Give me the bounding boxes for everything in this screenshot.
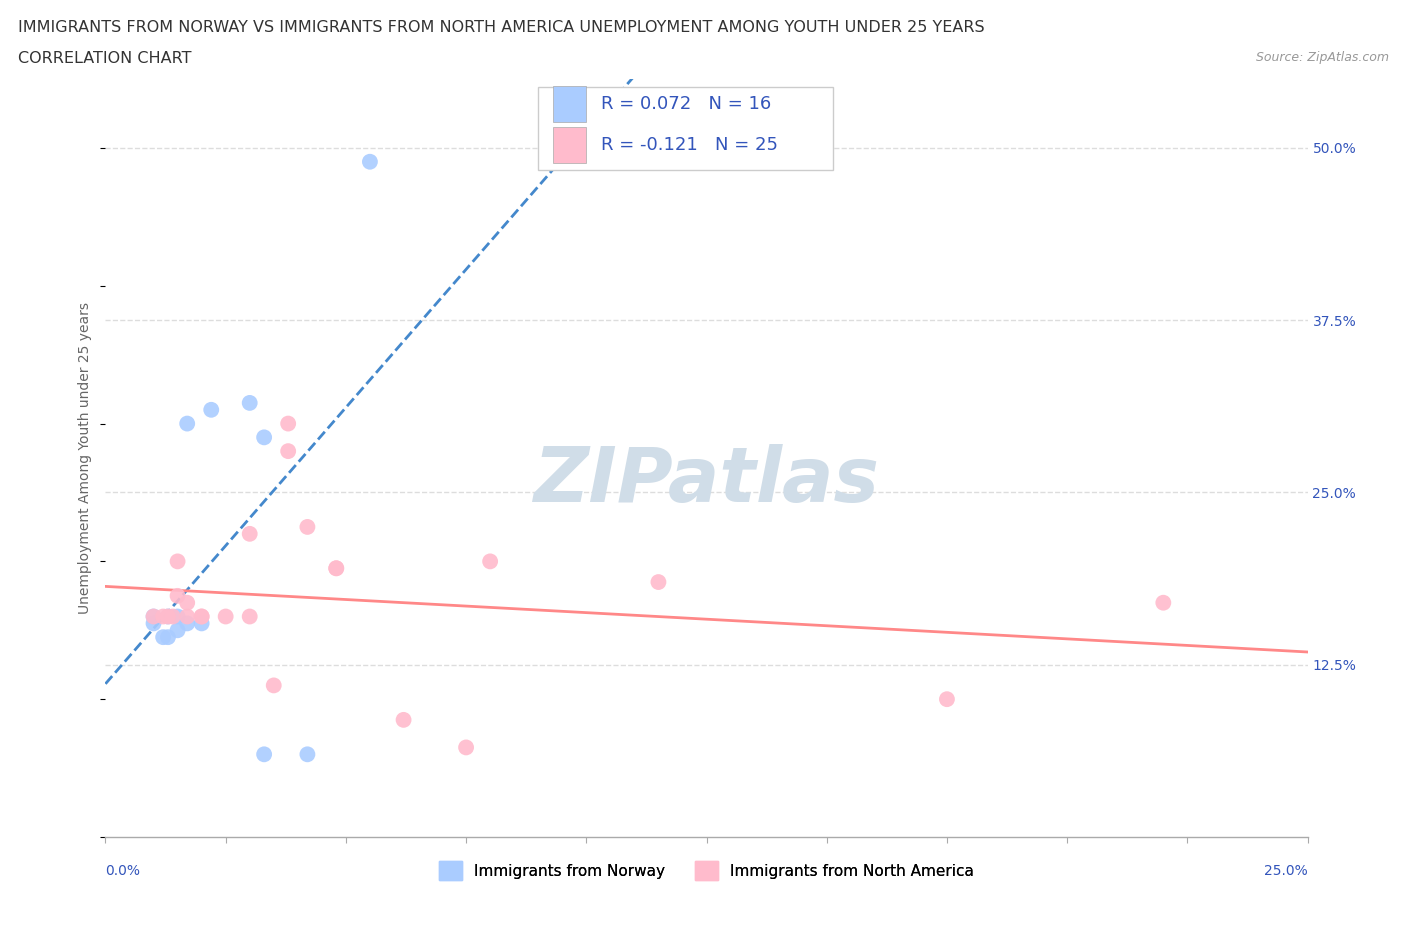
Point [263, 678, 285, 693]
FancyBboxPatch shape [538, 86, 832, 170]
Point [166, 609, 188, 624]
Bar [553, 86, 586, 123]
Point [325, 561, 347, 576]
Point [239, 395, 262, 410]
Point [142, 609, 165, 624]
Point [162, 609, 184, 624]
Legend: Immigrants from Norway, Immigrants from North America: Immigrants from Norway, Immigrants from … [433, 856, 980, 886]
Point [239, 526, 262, 541]
Text: IMMIGRANTS FROM NORWAY VS IMMIGRANTS FROM NORTH AMERICA UNEMPLOYMENT AMONG YOUTH: IMMIGRANTS FROM NORWAY VS IMMIGRANTS FRO… [18, 20, 984, 35]
Text: 0.0%: 0.0% [105, 864, 141, 878]
Point [214, 609, 236, 624]
Y-axis label: Unemployment Among Youth under 25 years: Unemployment Among Youth under 25 years [79, 302, 93, 614]
Point [190, 616, 212, 631]
Point [253, 430, 276, 445]
Point [156, 609, 179, 624]
Text: CORRELATION CHART: CORRELATION CHART [18, 51, 191, 66]
Point [277, 416, 299, 431]
Point [392, 712, 415, 727]
Point [239, 609, 262, 624]
Point [152, 630, 174, 644]
Point [156, 630, 179, 644]
Point [152, 609, 174, 624]
Point [166, 623, 188, 638]
Point [156, 609, 179, 624]
Point [297, 747, 319, 762]
Bar [553, 127, 586, 164]
Text: Source: ZipAtlas.com: Source: ZipAtlas.com [1256, 51, 1389, 64]
Point [190, 609, 212, 624]
Text: ZIPatlas: ZIPatlas [533, 444, 880, 518]
Point [1152, 595, 1174, 610]
Point [200, 403, 222, 418]
Point [647, 575, 669, 590]
Point [454, 740, 477, 755]
Text: R = 0.072   N = 16: R = 0.072 N = 16 [600, 95, 770, 113]
Point [936, 692, 959, 707]
Point [297, 520, 319, 535]
Point [359, 154, 381, 169]
Text: 25.0%: 25.0% [1264, 864, 1308, 878]
Point [325, 561, 347, 576]
Point [176, 616, 198, 631]
Point [166, 554, 188, 569]
Point [277, 444, 299, 458]
Point [176, 609, 198, 624]
Point [253, 747, 276, 762]
Point [142, 609, 165, 624]
Point [176, 416, 198, 431]
Point [166, 589, 188, 604]
Point [142, 616, 165, 631]
Point [176, 595, 198, 610]
Text: R = -0.121   N = 25: R = -0.121 N = 25 [600, 136, 778, 154]
Point [190, 609, 212, 624]
Point [479, 554, 502, 569]
